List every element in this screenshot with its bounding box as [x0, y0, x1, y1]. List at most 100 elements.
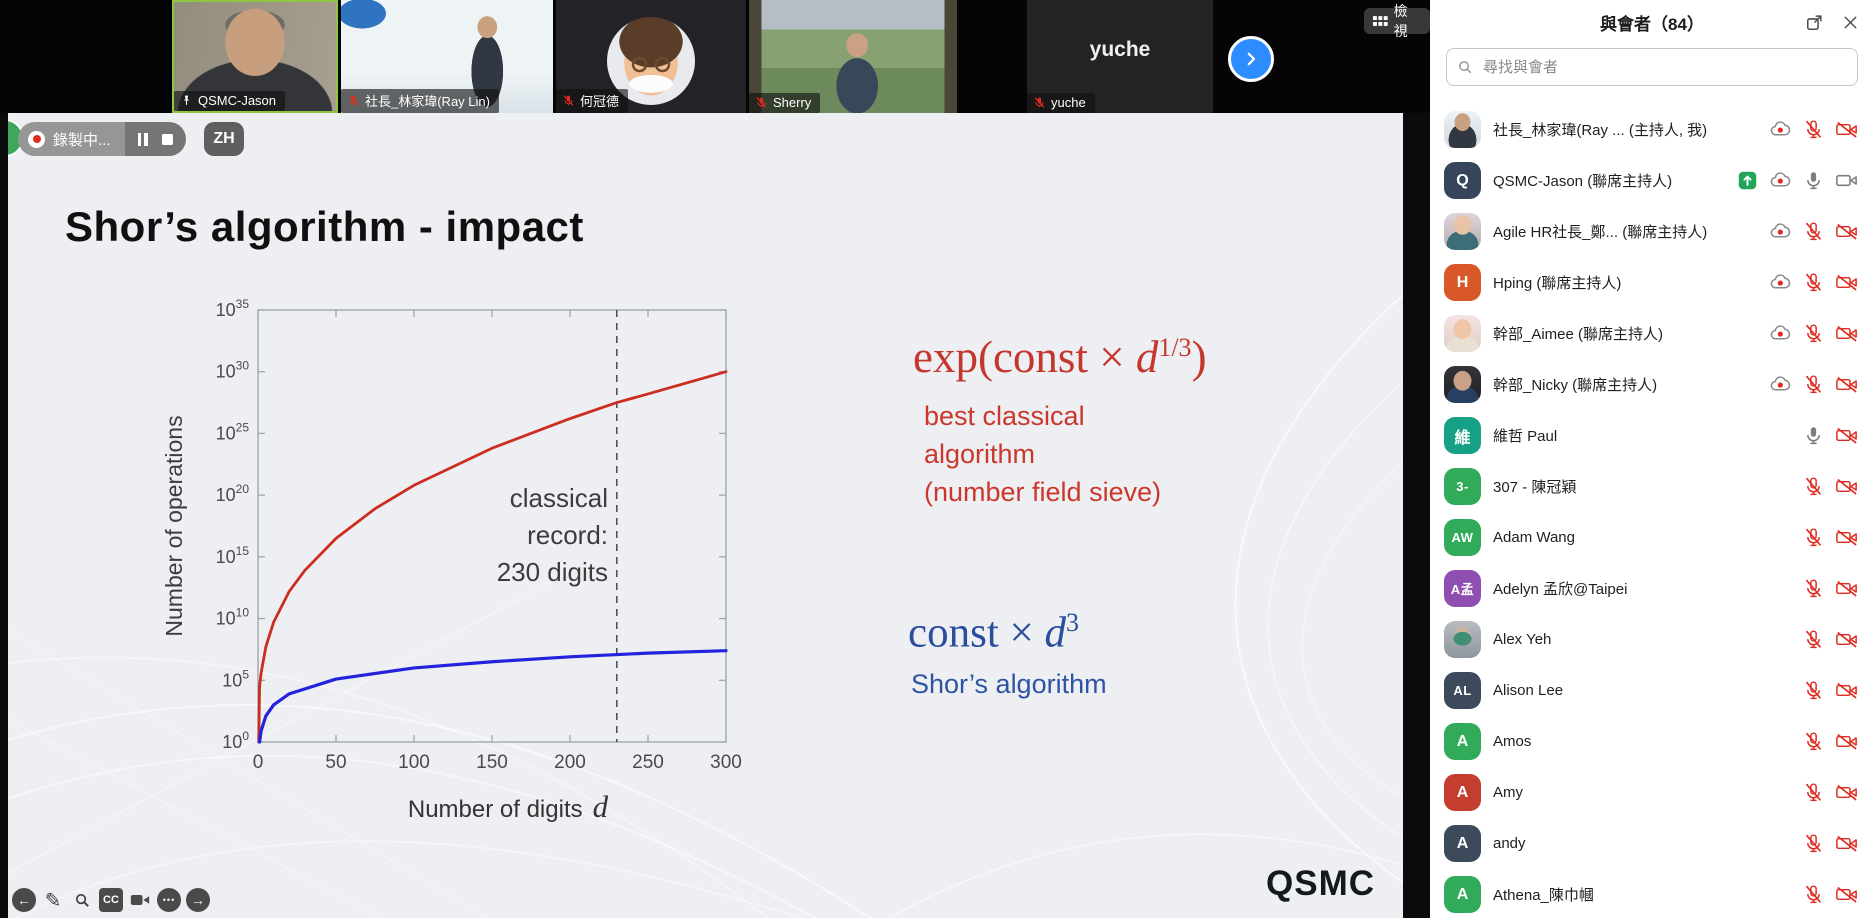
participant-status-icons [1803, 680, 1858, 701]
participant-row[interactable]: A Athena_陳巾幗 [1430, 869, 1874, 918]
participant-status-icons [1737, 169, 1858, 192]
avatar-initials: Q [1456, 171, 1469, 189]
mic-off-icon [1805, 222, 1822, 241]
back-button[interactable]: ← [12, 888, 36, 912]
video-camera-icon [130, 895, 150, 905]
participant-row[interactable]: 幹部_Aimee (聯席主持人) [1430, 308, 1874, 359]
svg-text:1010: 1010 [216, 606, 250, 629]
avatar [1444, 366, 1481, 403]
close-icon [1843, 15, 1857, 29]
participant-row[interactable]: AW Adam Wang [1430, 512, 1874, 563]
camera-off-icon [1836, 223, 1857, 240]
avatar: AL [1444, 672, 1481, 709]
participant-row[interactable]: 3- 307 - 陳冠穎 [1430, 461, 1874, 512]
mic-off-icon [1805, 783, 1822, 802]
chart-x-axis-label: Number of digits d [407, 789, 609, 824]
classical-record-annotation: classical record: 230 digits [496, 483, 608, 587]
view-button[interactable]: 檢視 [1364, 3, 1430, 39]
gallery-view-icon [1373, 15, 1388, 26]
pop-out-icon [1806, 14, 1822, 30]
participant-row[interactable]: Q QSMC-Jason (聯席主持人) [1430, 155, 1874, 206]
close-panel-button[interactable] [1838, 10, 1862, 34]
recording-controls [124, 122, 186, 156]
participant-search [1446, 48, 1858, 86]
cloud-recording-icon [1770, 325, 1791, 340]
participant-row[interactable]: A Amy [1430, 767, 1874, 818]
participant-list[interactable]: 社長_林家瑋(Ray ... (主持人, 我) Q QSMC-Jason (聯席… [1430, 104, 1874, 918]
participant-row[interactable]: A Amos [1430, 716, 1874, 767]
camera-off-icon [1836, 733, 1857, 750]
avatar-initials: 維 [1454, 429, 1471, 447]
participant-row[interactable]: Agile HR社長_鄭... (聯席主持人) [1430, 206, 1874, 257]
shor-formula: const × d3 [908, 608, 1080, 657]
recording-icon [28, 130, 45, 148]
participant-name: Agile HR社長_鄭... (聯席主持人) [1493, 224, 1708, 241]
participant-name: Amy [1493, 784, 1523, 801]
participant-status-icons [1803, 731, 1858, 752]
mic-off-icon [1805, 477, 1822, 496]
zoom-tool-button[interactable] [70, 888, 94, 912]
svg-text:100: 100 [398, 752, 430, 773]
participants-panel: 與會者（84） 社長_林家瑋(Ray ... (主持人, 我) [1430, 0, 1874, 918]
avatar [1444, 111, 1481, 148]
participant-row[interactable]: 維 維哲 Paul [1430, 410, 1874, 461]
mic-on-icon [1807, 172, 1820, 190]
mic-off-icon [1805, 630, 1822, 649]
video-tile-ho-kuan-te[interactable]: 何冠德 [556, 0, 746, 113]
participant-name: Adelyn 孟欣@Taipei [1493, 581, 1628, 598]
cloud-recording-icon [1770, 274, 1791, 289]
search-input[interactable] [1481, 57, 1847, 77]
video-tile-sherry[interactable]: Sherry [749, 0, 957, 113]
cloud-recording-icon [1770, 376, 1791, 391]
classical-caption: best classical algorithm (number field s… [924, 401, 1162, 507]
video-tile-yuche[interactable]: yuche yuche [1027, 0, 1213, 113]
forward-button[interactable]: → [186, 888, 210, 912]
mic-on-icon [1807, 427, 1820, 445]
closed-captions-button[interactable]: CC [99, 888, 123, 912]
video-tile-ray-lin[interactable]: 社長_林家瑋(Ray Lin) [341, 0, 553, 113]
slide-decoration-and-chart: 0 50 100 150 200 250 300 1035 1030 1025 1020 1015 10… [8, 293, 1403, 918]
avatar: 維 [1444, 417, 1481, 454]
participant-status-icons [1803, 476, 1858, 497]
participant-row[interactable]: H Hping (聯席主持人) [1430, 257, 1874, 308]
avatar: A [1444, 876, 1481, 913]
more-options-button[interactable]: ••• [157, 888, 181, 912]
avatar-initials: H [1456, 273, 1469, 291]
video-tile-qsmc-jason[interactable]: QSMC-Jason [172, 0, 338, 113]
x-variable: d [592, 789, 609, 824]
draw-pencil-button[interactable]: ✎ [44, 889, 62, 912]
panel-actions [1802, 10, 1862, 34]
language-badge[interactable]: ZH [204, 122, 244, 156]
participant-name: 社長_林家瑋(Ray ... (主持人, 我) [1493, 122, 1708, 139]
participant-status-icons [1769, 271, 1858, 294]
participant-row[interactable]: AL Alison Lee [1430, 665, 1874, 716]
participant-row[interactable]: A孟 Adelyn 孟欣@Taipei [1430, 563, 1874, 614]
participant-row[interactable]: Alex Yeh [1430, 614, 1874, 665]
avatar-initials: AW [1451, 530, 1474, 545]
participant-status-icons [1769, 220, 1858, 243]
participant-row[interactable]: 幹部_Nicky (聯席主持人) [1430, 359, 1874, 410]
participant-name: andy [1493, 835, 1526, 852]
participant-row[interactable]: A andy [1430, 818, 1874, 869]
meeting-stage: QSMC-Jason 社長_林家瑋(Ray Lin) 何冠德 S [8, 0, 1430, 918]
next-participants-button[interactable] [1228, 36, 1274, 82]
background-curves [8, 293, 1403, 918]
svg-text:300: 300 [710, 752, 742, 773]
recording-label: 錄製中... [53, 131, 111, 149]
stop-recording-button[interactable] [161, 133, 173, 145]
pop-out-panel-button[interactable] [1802, 10, 1826, 34]
participant-status-icons [1769, 118, 1858, 141]
participant-status-icons [1803, 629, 1858, 650]
camera-off-icon [1836, 376, 1857, 393]
participant-tile-name: yuche [1051, 95, 1086, 110]
avatar: Q [1444, 162, 1481, 199]
camera-tool-button[interactable] [128, 888, 152, 912]
pause-recording-button[interactable] [137, 132, 148, 146]
avatar-initials: A [1456, 834, 1469, 852]
participant-row[interactable]: 社長_林家瑋(Ray ... (主持人, 我) [1430, 104, 1874, 155]
tile-name-label: QSMC-Jason [174, 91, 286, 111]
avatar-initials: 3- [1456, 479, 1469, 494]
view-button-label: 檢視 [1393, 3, 1408, 39]
qsmc-logo: QSMC [1266, 864, 1375, 903]
